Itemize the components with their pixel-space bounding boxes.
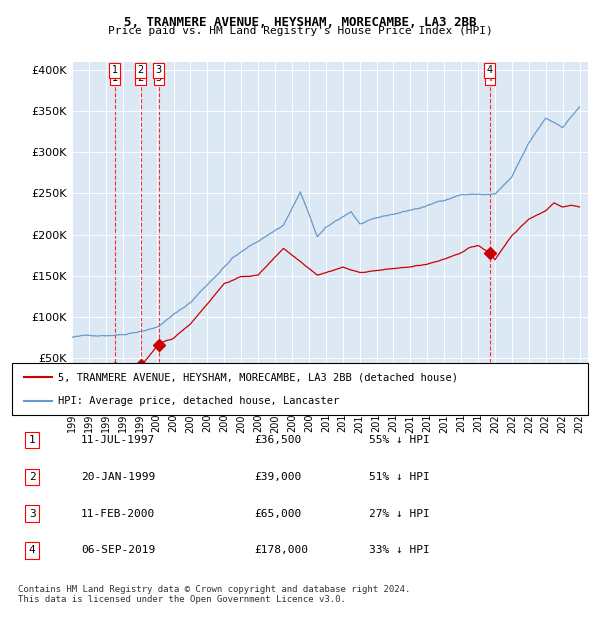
Text: 4: 4 [487,65,493,75]
Text: 1: 1 [112,65,118,75]
Text: 3: 3 [155,65,161,75]
Text: 06-SEP-2019: 06-SEP-2019 [81,546,155,556]
Text: 1: 1 [29,435,35,445]
FancyBboxPatch shape [12,363,588,415]
Text: 55% ↓ HPI: 55% ↓ HPI [369,435,430,445]
Text: 2: 2 [137,65,143,75]
Text: 1: 1 [112,73,118,84]
Text: HPI: Average price, detached house, Lancaster: HPI: Average price, detached house, Lanc… [58,396,340,405]
Text: £65,000: £65,000 [254,508,301,519]
Text: 3: 3 [155,73,161,84]
Text: Price paid vs. HM Land Registry's House Price Index (HPI): Price paid vs. HM Land Registry's House … [107,26,493,36]
Text: 5, TRANMERE AVENUE, HEYSHAM, MORECAMBE, LA3 2BB (detached house): 5, TRANMERE AVENUE, HEYSHAM, MORECAMBE, … [58,373,458,383]
Text: 33% ↓ HPI: 33% ↓ HPI [369,546,430,556]
Text: 4: 4 [487,73,493,84]
Text: £178,000: £178,000 [254,546,308,556]
Text: 27% ↓ HPI: 27% ↓ HPI [369,508,430,519]
Text: 11-FEB-2000: 11-FEB-2000 [81,508,155,519]
Text: 2: 2 [29,472,35,482]
Text: 51% ↓ HPI: 51% ↓ HPI [369,472,430,482]
Text: 5, TRANMERE AVENUE, HEYSHAM, MORECAMBE, LA3 2BB: 5, TRANMERE AVENUE, HEYSHAM, MORECAMBE, … [124,16,476,29]
Text: 4: 4 [29,546,35,556]
Text: 3: 3 [29,508,35,519]
Text: 2: 2 [137,73,143,84]
Text: 11-JUL-1997: 11-JUL-1997 [81,435,155,445]
Text: £39,000: £39,000 [254,472,301,482]
Text: 20-JAN-1999: 20-JAN-1999 [81,472,155,482]
Text: £36,500: £36,500 [254,435,301,445]
Text: Contains HM Land Registry data © Crown copyright and database right 2024.
This d: Contains HM Land Registry data © Crown c… [18,585,410,604]
